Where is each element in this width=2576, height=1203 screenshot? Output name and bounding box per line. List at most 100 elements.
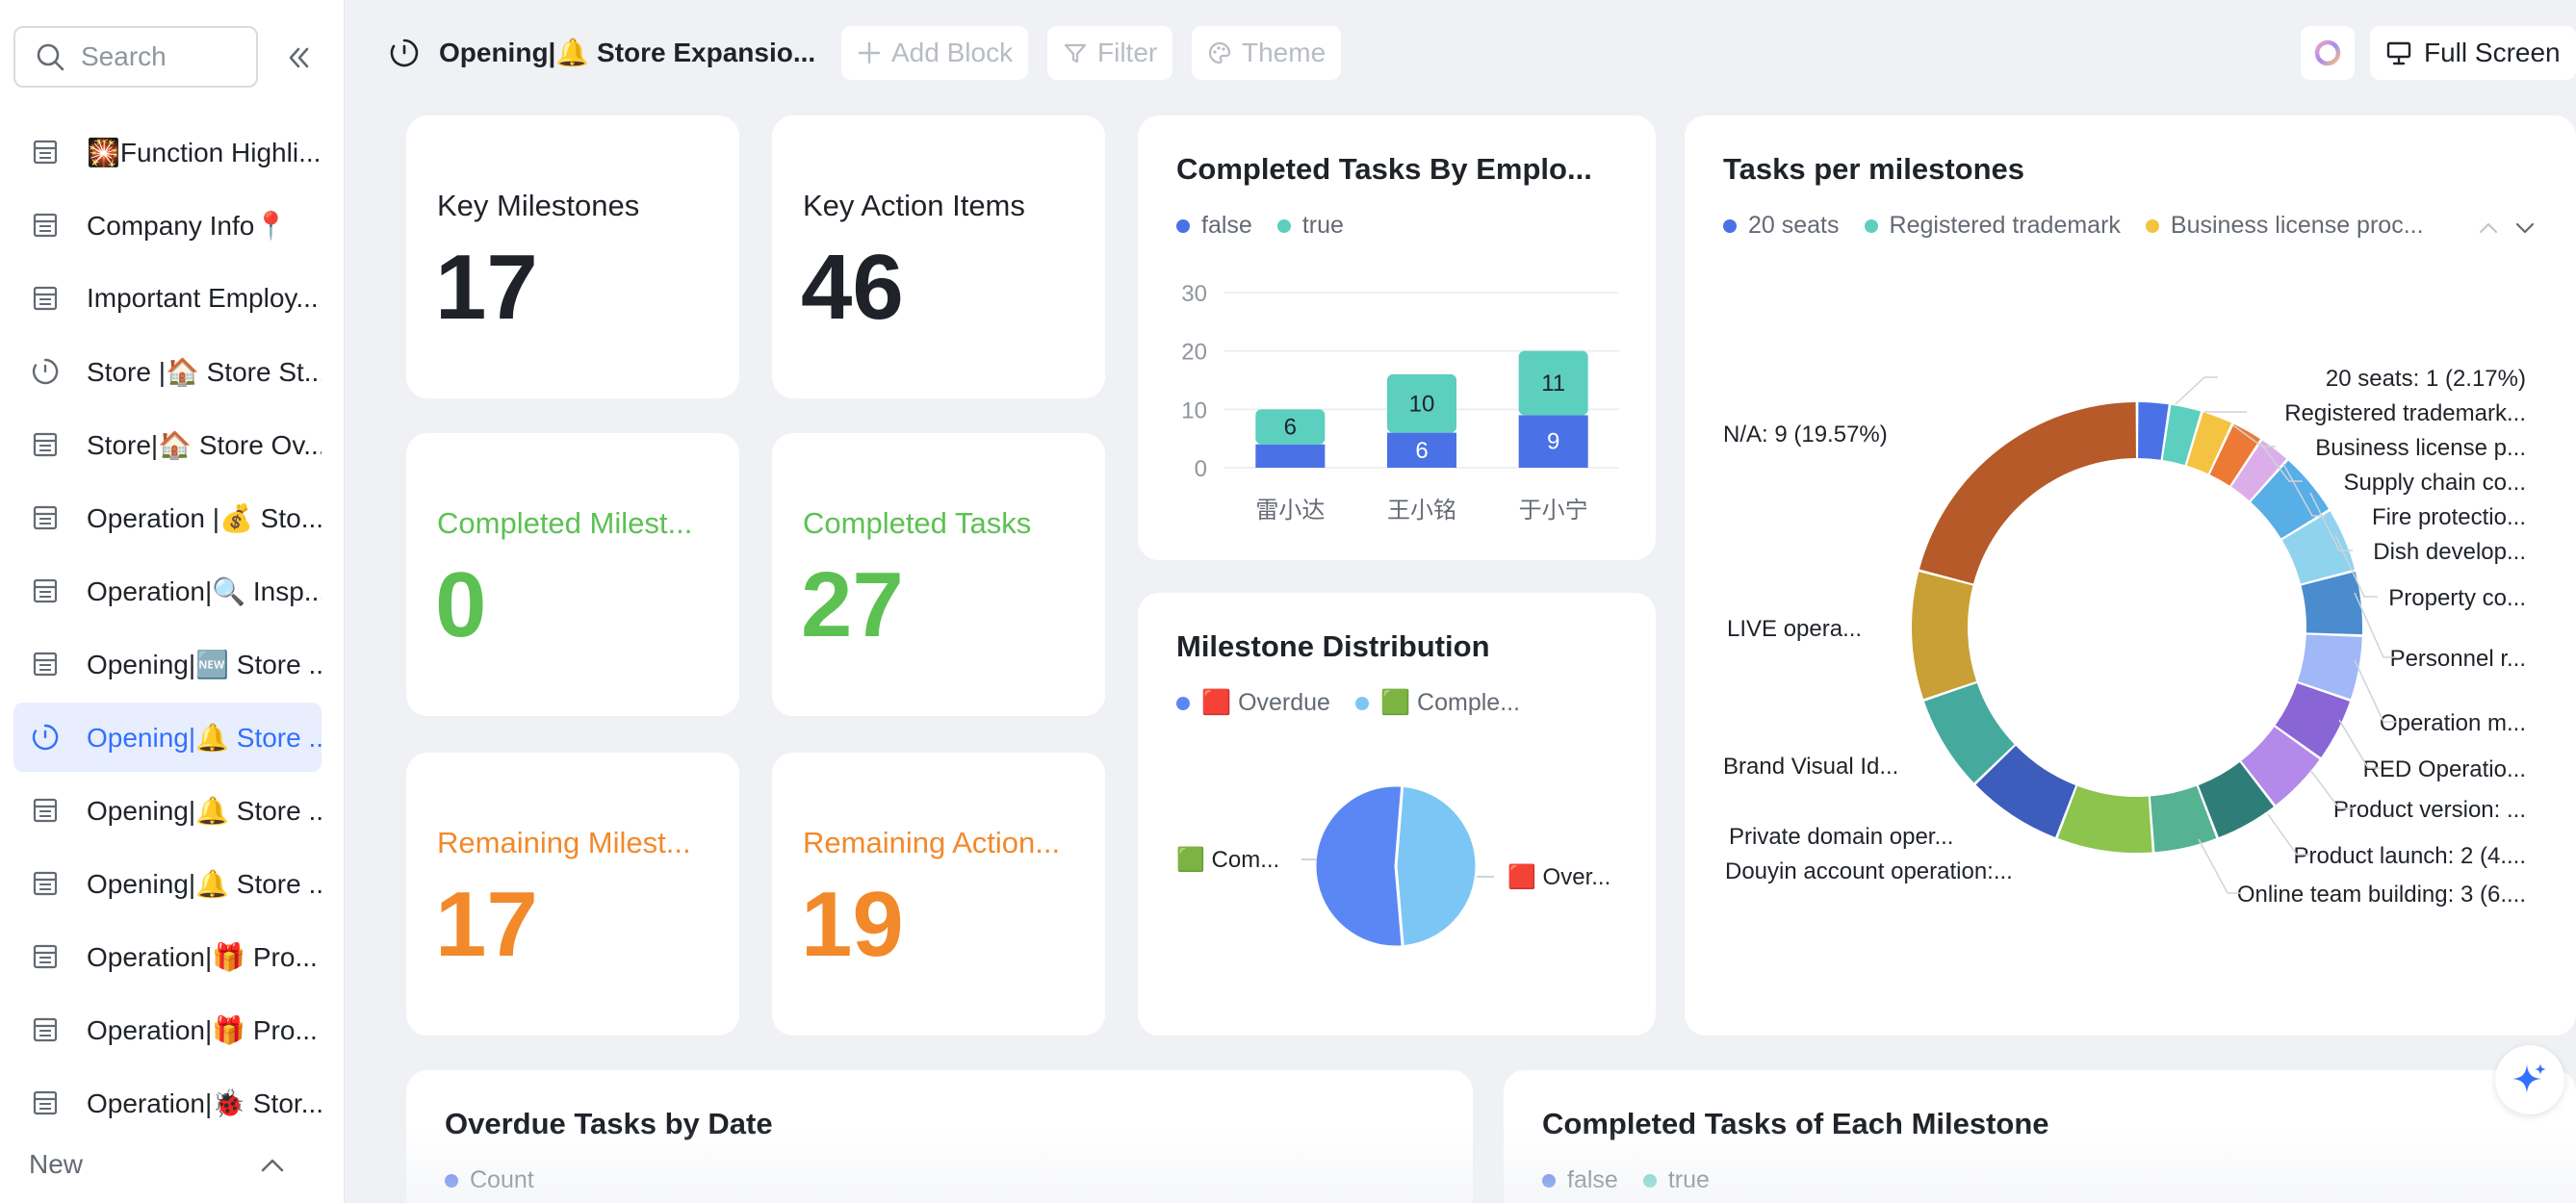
milestone-distribution-card[interactable]: Milestone Distribution 🟥 Overdue 🟩 Compl…: [1138, 593, 1656, 1036]
y-tick-label: 10: [1181, 397, 1207, 423]
donut-label-right: Property co...: [2388, 585, 2526, 611]
pie-slice-1[interactable]: [1313, 783, 1404, 949]
sidebar-item-12[interactable]: Operation|🎁 Pro...: [13, 995, 322, 1064]
donut-label-left: LIVE opera...: [1727, 616, 1862, 642]
double-chevron-left-icon: [289, 47, 309, 68]
bar-true-1[interactable]: [1387, 373, 1456, 433]
chart-title: Completed Tasks By Emplo...: [1176, 152, 1592, 186]
ai-assistant-button[interactable]: [2301, 26, 2355, 80]
sidebar-item-11[interactable]: Operation|🎁 Pro...: [13, 922, 322, 991]
key-action-items-card[interactable]: Key Action Items 46: [772, 115, 1105, 398]
chart-title: Completed Tasks of Each Milestone: [1542, 1107, 2049, 1140]
sidebar-item-0[interactable]: 🎇Function Highli...: [13, 117, 322, 187]
chevron-up-icon[interactable]: [258, 1151, 287, 1180]
bar-true-2[interactable]: [1518, 350, 1588, 416]
chart-legend: 🟥 Overdue 🟩 Comple...: [1176, 689, 1545, 717]
completed-milestones-card[interactable]: Completed Milest... 0: [406, 433, 739, 716]
legend-item-count[interactable]: Count: [445, 1166, 534, 1194]
overdue-tasks-by-date-card[interactable]: Overdue Tasks by Date Count: [406, 1070, 1473, 1203]
filter-button[interactable]: Filter: [1047, 26, 1173, 80]
sidebar-item-5[interactable]: Operation |💰 Sto...: [13, 483, 322, 552]
sidebar-item-3[interactable]: Store |🏠 Store St...: [13, 337, 322, 406]
sidebar-item-4[interactable]: Store|🏠 Store Ov...: [13, 410, 322, 479]
new-button[interactable]: New: [29, 1149, 84, 1179]
donut-slice-13[interactable]: [2057, 785, 2152, 853]
bar-false-1[interactable]: [1387, 432, 1456, 468]
legend-item-true[interactable]: true: [1276, 212, 1344, 240]
donut-slice-14[interactable]: [1975, 745, 2076, 838]
sidebar-item-2[interactable]: Important Employ...: [13, 264, 322, 333]
legend-label: Count: [470, 1166, 534, 1193]
sidebar-item-9[interactable]: Opening|🔔 Store ...: [13, 776, 322, 845]
collapse-sidebar-button[interactable]: [279, 37, 318, 79]
completed-tasks-each-milestone-card[interactable]: Completed Tasks of Each Milestone false …: [1504, 1070, 2576, 1203]
tasks-per-milestones-card[interactable]: Tasks per milestones 20 seats Registered…: [1685, 115, 2576, 1036]
donut-slice-4[interactable]: [2230, 440, 2287, 501]
sidebar-item-6[interactable]: Operation|🔍 Insp...: [13, 556, 322, 626]
donut-slice-8[interactable]: [2297, 634, 2362, 700]
full-screen-button[interactable]: Full Screen: [2370, 26, 2576, 80]
donut-label-right: 20 seats: 1 (2.17%): [2326, 366, 2526, 392]
legend-item-false[interactable]: false: [1542, 1166, 1618, 1194]
donut-slice-12[interactable]: [2150, 785, 2217, 853]
stat-label: Key Milestones: [437, 189, 640, 222]
legend-label: true: [1667, 1166, 1710, 1193]
data-label: 9: [1547, 429, 1559, 455]
dashboard-icon: [390, 38, 419, 66]
completed-tasks-card[interactable]: Completed Tasks 27: [772, 433, 1105, 716]
donut-slice-0[interactable]: [2138, 402, 2169, 460]
legend-item-registered-trademark[interactable]: Registered trademark: [1864, 212, 2121, 240]
legend-next-icon[interactable]: [2512, 216, 2537, 241]
legend-item-completed[interactable]: 🟩 Comple...: [1354, 689, 1521, 717]
legend-item-false[interactable]: false: [1176, 212, 1252, 240]
donut-slice-16[interactable]: [1912, 572, 1977, 700]
ai-sparkle-button[interactable]: [2495, 1045, 2564, 1114]
donut-slice-11[interactable]: [2198, 761, 2274, 838]
bar-true-0[interactable]: [1255, 409, 1326, 445]
donut-slice-2[interactable]: [2186, 412, 2232, 474]
pie-slice-0[interactable]: [1394, 783, 1479, 949]
leader-line: [2354, 592, 2397, 658]
sidebar-footer[interactable]: New: [0, 1136, 345, 1193]
donut-slice-5[interactable]: [2251, 460, 2330, 539]
stat-value: 27: [801, 553, 904, 656]
donut-slice-7[interactable]: [2301, 572, 2362, 635]
legend-dot: [1642, 1173, 1657, 1188]
remaining-actions-card[interactable]: Remaining Action... 19: [772, 753, 1105, 1036]
sidebar-item-10[interactable]: Opening|🔔 Store ...: [13, 849, 322, 918]
sidebar-item-1[interactable]: Company Info📍: [13, 191, 322, 260]
add-block-button[interactable]: Add Block: [841, 26, 1029, 80]
legend-item-overdue[interactable]: 🟥 Overdue: [1176, 689, 1330, 717]
donut-slice-3[interactable]: [2209, 423, 2260, 486]
search-input[interactable]: Search: [13, 26, 258, 88]
donut-slice-1[interactable]: [2162, 404, 2202, 466]
sidebar-item-13[interactable]: Operation|🐞 Stor...: [13, 1068, 322, 1138]
donut-slice-9[interactable]: [2275, 682, 2351, 758]
legend-label: false: [1567, 1166, 1618, 1193]
table-icon: [33, 432, 58, 457]
legend-item-true[interactable]: true: [1642, 1166, 1710, 1194]
donut-slice-15[interactable]: [1923, 682, 2015, 783]
legend-item-20-seats[interactable]: 20 seats: [1723, 212, 1840, 240]
sidebar-item-8[interactable]: Opening|🔔 Store ...: [13, 703, 322, 772]
legend-prev-icon[interactable]: [2476, 216, 2501, 241]
bar-false-0[interactable]: [1255, 444, 1326, 468]
key-milestones-card[interactable]: Key Milestones 17: [406, 115, 739, 398]
leader-line: [2354, 659, 2397, 723]
theme-button[interactable]: Theme: [1192, 26, 1342, 80]
sidebar-item-7[interactable]: Opening|🆕 Store ...: [13, 629, 322, 699]
donut-slice-10[interactable]: [2241, 727, 2320, 806]
donut-label-right: Fire protectio...: [2372, 504, 2526, 530]
bar-false-2[interactable]: [1518, 415, 1588, 468]
donut-label-right: Product version: ...: [2333, 797, 2526, 823]
donut-slice-6[interactable]: [2281, 511, 2356, 584]
remaining-milestones-card[interactable]: Remaining Milest... 17: [406, 753, 739, 1036]
dashboard-title: Opening|🔔 Store Expansio...: [389, 37, 815, 68]
filter-icon: [1064, 43, 1087, 64]
donut-label-right: Online team building: 3 (6....: [2237, 882, 2526, 908]
completed-tasks-by-employee-card[interactable]: Completed Tasks By Emplo... false true 0…: [1138, 115, 1656, 560]
legend-item-business-license[interactable]: Business license proc...: [2145, 212, 2424, 240]
donut-slice-17[interactable]: [1919, 402, 2136, 584]
legend-label: 🟩 Comple...: [1379, 689, 1521, 716]
sidebar: Search 🎇Function Highli... Company Info📍 I…: [0, 0, 345, 1203]
